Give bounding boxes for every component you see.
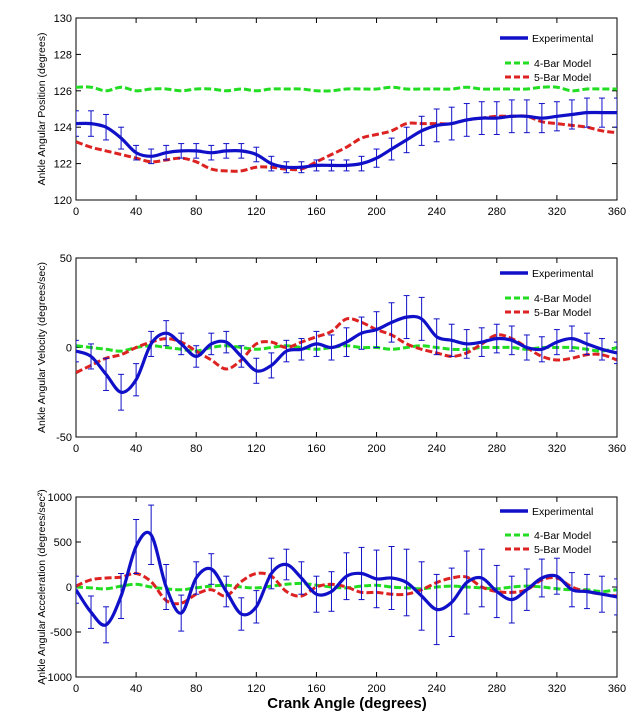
x-tick-label: 240 — [427, 206, 445, 218]
x-tick-label: 120 — [247, 683, 265, 695]
x-tick-label: 280 — [488, 443, 506, 455]
x-tick-label: 200 — [367, 683, 385, 695]
y-axis-label: Ankle Angular Acceleration (degrees/sec²… — [36, 489, 48, 685]
y-tick-label: 120 — [54, 195, 72, 207]
legend: Experimental 4-Bar Model 5-Bar Model — [500, 33, 593, 84]
x-tick-label: 40 — [130, 443, 142, 455]
x-tick-label: 280 — [488, 206, 506, 218]
x-tick-label: 40 — [130, 683, 142, 695]
x-tick-label: 200 — [367, 443, 385, 455]
series-line — [76, 314, 617, 394]
y-tick-label: -500 — [50, 627, 72, 639]
x-tick-label: 360 — [608, 443, 626, 455]
legend-label: 5-Bar Model — [534, 544, 591, 556]
legend-label: Experimental — [532, 33, 593, 45]
x-tick-label: 200 — [367, 206, 385, 218]
series-line — [76, 85, 617, 93]
y-axis-label: Ankle Angular Position (degrees) — [36, 33, 48, 186]
x-tick-label: 160 — [307, 683, 325, 695]
x-tick-label: 120 — [247, 206, 265, 218]
y-tick-label: 0 — [66, 582, 72, 594]
x-tick-label: 40 — [130, 206, 142, 218]
series-line — [76, 110, 617, 170]
x-tick-label: 240 — [427, 683, 445, 695]
chart-panels: 0 40 80 120 160 200 240 280 320 360 120 122 124 126 12… — [36, 13, 626, 695]
legend-label: 5-Bar Model — [534, 307, 591, 319]
y-tick-label: -50 — [56, 432, 72, 444]
y-tick-label: 500 — [54, 537, 72, 549]
x-tick-label: 0 — [73, 683, 79, 695]
series-experimental — [76, 295, 617, 411]
legend: Experimental 4-Bar Model 5-Bar Model — [500, 506, 593, 556]
x-tick-label: 240 — [427, 443, 445, 455]
series-line — [76, 530, 617, 627]
x-tick-label: 360 — [608, 206, 626, 218]
x-tick-label: 160 — [307, 443, 325, 455]
x-tick-label: 80 — [190, 206, 202, 218]
series-experimental — [76, 97, 617, 174]
x-tick-label: 0 — [73, 206, 79, 218]
x-tick-label: 80 — [190, 683, 202, 695]
y-tick-label: 50 — [60, 253, 72, 265]
x-tick-label: 360 — [608, 683, 626, 695]
plot-area — [76, 295, 617, 411]
y-tick-label: 0 — [66, 343, 72, 355]
panel-3: 0 40 80 120 160 200 240 280 320 360 -1000 -500 0 500 1… — [36, 489, 626, 695]
y-tick-label: 128 — [54, 49, 72, 61]
x-axis-label: Crank Angle (degrees) — [267, 695, 427, 712]
x-tick-label: 320 — [548, 206, 566, 218]
plot-area — [76, 504, 617, 646]
plot-area — [76, 85, 617, 174]
x-tick-label: 280 — [488, 683, 506, 695]
legend-label: Experimental — [532, 506, 593, 518]
series-experimental — [76, 504, 617, 646]
legend-label: Experimental — [532, 268, 593, 280]
y-tick-label: 124 — [54, 122, 72, 134]
x-tick-label: 160 — [307, 206, 325, 218]
y-tick-label: 122 — [54, 159, 72, 171]
legend-label: 4-Bar Model — [534, 58, 591, 70]
legend: Experimental 4-Bar Model 5-Bar Model — [500, 268, 593, 319]
x-tick-label: 120 — [247, 443, 265, 455]
x-tick-label: 80 — [190, 443, 202, 455]
legend-label: 4-Bar Model — [534, 293, 591, 305]
x-tick-label: 0 — [73, 443, 79, 455]
y-tick-label: 1000 — [48, 492, 72, 504]
y-tick-label: 126 — [54, 86, 72, 98]
y-axis-label: Ankle Angular Velocity (degrees/sec) — [36, 262, 48, 433]
legend-label: 5-Bar Model — [534, 72, 591, 84]
y-tick-label: -1000 — [44, 672, 72, 684]
panel-1: 0 40 80 120 160 200 240 280 320 360 120 122 124 126 12… — [36, 13, 626, 218]
x-tick-label: 320 — [548, 683, 566, 695]
y-tick-label: 130 — [54, 13, 72, 25]
series-four-bar — [76, 85, 617, 93]
legend-label: 4-Bar Model — [534, 530, 591, 542]
x-tick-label: 320 — [548, 443, 566, 455]
